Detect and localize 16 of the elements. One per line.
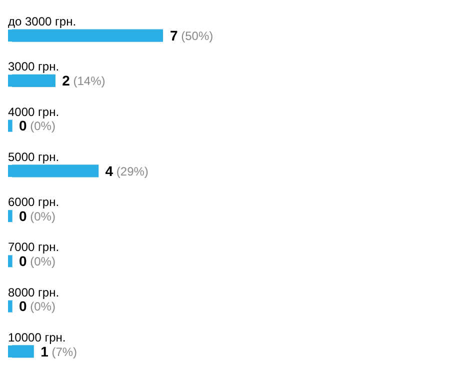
- y-tick-label: 4000 грн.: [8, 104, 60, 119]
- y-tick-label: 7000 грн.: [8, 240, 60, 254]
- y-tick-label: 3000 грн.: [8, 60, 60, 74]
- data-label: 0 (0%): [19, 208, 56, 224]
- data-label: 2 (14%): [62, 72, 106, 89]
- y-tick-label: 5000 грн.: [8, 150, 60, 164]
- data-label: 0 (0%): [19, 298, 56, 314]
- data-label: 7 (50%): [170, 27, 214, 44]
- y-tick-label: 6000 грн.: [8, 195, 60, 210]
- data-label: 4 (29%): [105, 162, 148, 179]
- y-tick-label: 10000 грн.: [8, 330, 66, 344]
- data-label: 0 (0%): [19, 118, 56, 134]
- data-label: 0 (0%): [19, 253, 56, 270]
- y-tick-label: 8000 грн.: [8, 285, 60, 300]
- y-tick-label: до 3000 грн.: [8, 14, 76, 29]
- data-label: 1 (7%): [40, 343, 78, 360]
